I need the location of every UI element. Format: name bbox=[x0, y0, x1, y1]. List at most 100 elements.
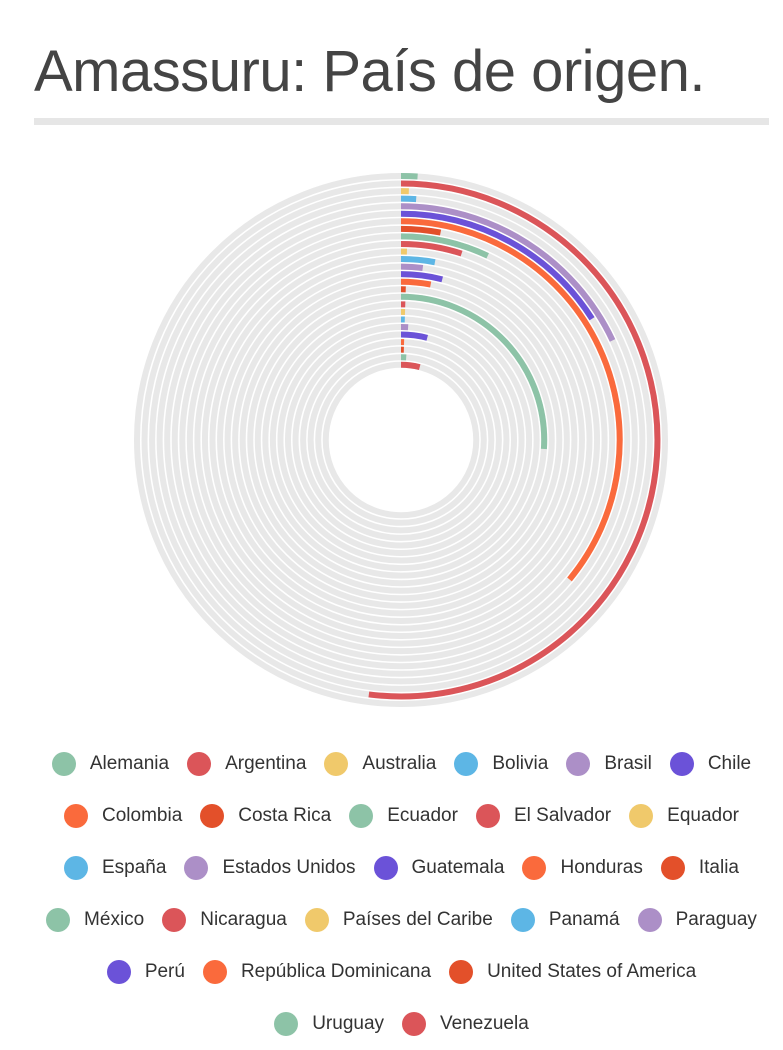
legend-label: United States of America bbox=[487, 961, 696, 983]
legend-swatch-icon bbox=[476, 804, 500, 828]
legend-swatch-icon bbox=[64, 804, 88, 828]
legend-item[interactable]: Países del Caribe bbox=[305, 908, 493, 932]
legend-item[interactable]: Venezuela bbox=[402, 1012, 529, 1036]
legend-swatch-icon bbox=[52, 752, 76, 776]
legend-label: España bbox=[102, 857, 166, 879]
legend-item[interactable]: United States of America bbox=[449, 960, 696, 984]
legend-item[interactable]: Australia bbox=[324, 752, 436, 776]
legend-label: Chile bbox=[708, 753, 751, 775]
legend-label: Colombia bbox=[102, 805, 182, 827]
legend-swatch-icon bbox=[305, 908, 329, 932]
bar-españa[interactable] bbox=[401, 259, 435, 262]
legend-swatch-icon bbox=[670, 752, 694, 776]
legend-item[interactable]: Bolivia bbox=[454, 752, 548, 776]
legend-label: Brasil bbox=[604, 753, 652, 775]
legend-row: Perú República Dominicana United States of… bbox=[20, 946, 783, 998]
legend-label: Bolivia bbox=[492, 753, 548, 775]
legend-row: Alemania Argentina Australia Bolivia Brasil C… bbox=[20, 738, 783, 790]
legend-label: México bbox=[84, 909, 144, 931]
legend-item[interactable]: Honduras bbox=[522, 856, 642, 880]
legend-item[interactable]: Guatemala bbox=[374, 856, 505, 880]
legend-label: Nicaragua bbox=[200, 909, 287, 931]
legend-label: Ecuador bbox=[387, 805, 458, 827]
legend-item[interactable]: El Salvador bbox=[476, 804, 611, 828]
track-ring bbox=[326, 365, 477, 516]
legend-swatch-icon bbox=[349, 804, 373, 828]
legend-item[interactable]: Argentina bbox=[187, 752, 306, 776]
legend-swatch-icon bbox=[200, 804, 224, 828]
bar-venezuela[interactable] bbox=[401, 365, 420, 367]
legend-row: Uruguay Venezuela bbox=[20, 998, 783, 1050]
bar-costa-rica[interactable] bbox=[401, 229, 441, 233]
legend-item[interactable]: Brasil bbox=[566, 752, 652, 776]
legend-label: Argentina bbox=[225, 753, 306, 775]
legend-item[interactable]: Alemania bbox=[52, 752, 169, 776]
legend-swatch-icon bbox=[184, 856, 208, 880]
legend-label: Italia bbox=[699, 857, 739, 879]
track-ring bbox=[311, 350, 492, 531]
chart-legend: Alemania Argentina Australia Bolivia Brasil C… bbox=[20, 738, 783, 1050]
legend-label: Uruguay bbox=[312, 1013, 384, 1035]
legend-row: España Estados Unidos Guatemala Honduras Ita… bbox=[20, 842, 783, 894]
legend-item[interactable]: Costa Rica bbox=[200, 804, 331, 828]
legend-item[interactable]: Nicaragua bbox=[162, 908, 287, 932]
legend-row: México Nicaragua Países del Caribe Panamá Pa… bbox=[20, 894, 783, 946]
radial-bar-chart bbox=[0, 160, 783, 720]
bar-perú[interactable] bbox=[401, 335, 427, 338]
legend-swatch-icon bbox=[511, 908, 535, 932]
bar-estados-unidos[interactable] bbox=[401, 267, 423, 268]
bar-guatemala[interactable] bbox=[401, 274, 442, 279]
legend-swatch-icon bbox=[203, 960, 227, 984]
legend-swatch-icon bbox=[661, 856, 685, 880]
legend-swatch-icon bbox=[522, 856, 546, 880]
legend-item[interactable]: Italia bbox=[661, 856, 739, 880]
legend-item[interactable]: Estados Unidos bbox=[184, 856, 355, 880]
legend-label: Costa Rica bbox=[238, 805, 331, 827]
legend-item[interactable]: México bbox=[46, 908, 144, 932]
legend-label: Panamá bbox=[549, 909, 620, 931]
legend-item[interactable]: Paraguay bbox=[638, 908, 757, 932]
title-divider bbox=[34, 118, 769, 125]
legend-item[interactable]: República Dominicana bbox=[203, 960, 431, 984]
legend-swatch-icon bbox=[629, 804, 653, 828]
legend-swatch-icon bbox=[107, 960, 131, 984]
legend-swatch-icon bbox=[402, 1012, 426, 1036]
legend-label: Alemania bbox=[90, 753, 169, 775]
legend-swatch-icon bbox=[274, 1012, 298, 1036]
legend-label: Perú bbox=[145, 961, 185, 983]
legend-swatch-icon bbox=[162, 908, 186, 932]
legend-item[interactable]: Uruguay bbox=[274, 1012, 384, 1036]
legend-swatch-icon bbox=[374, 856, 398, 880]
legend-label: Paraguay bbox=[676, 909, 757, 931]
bar-alemania[interactable] bbox=[401, 176, 418, 177]
legend-item[interactable]: España bbox=[64, 856, 166, 880]
track-ring bbox=[303, 342, 499, 538]
legend-item[interactable]: Perú bbox=[107, 960, 185, 984]
legend-swatch-icon bbox=[46, 908, 70, 932]
legend-swatch-icon bbox=[566, 752, 590, 776]
track-ring bbox=[235, 274, 567, 606]
legend-swatch-icon bbox=[449, 960, 473, 984]
track-ring bbox=[288, 327, 514, 553]
legend-item[interactable]: Equador bbox=[629, 804, 739, 828]
legend-label: Australia bbox=[362, 753, 436, 775]
page-title: Amassuru: País de origen. bbox=[34, 38, 705, 105]
track-ring bbox=[137, 176, 665, 704]
legend-swatch-icon bbox=[187, 752, 211, 776]
legend-row: Colombia Costa Rica Ecuador El Salvador Equa… bbox=[20, 790, 783, 842]
legend-label: Estados Unidos bbox=[222, 857, 355, 879]
legend-item[interactable]: Panamá bbox=[511, 908, 620, 932]
legend-label: Guatemala bbox=[412, 857, 505, 879]
legend-label: Países del Caribe bbox=[343, 909, 493, 931]
track-ring bbox=[160, 199, 643, 682]
legend-item[interactable]: Ecuador bbox=[349, 804, 458, 828]
legend-item[interactable]: Chile bbox=[670, 752, 751, 776]
track-ring bbox=[318, 357, 484, 523]
legend-swatch-icon bbox=[454, 752, 478, 776]
legend-item[interactable]: Colombia bbox=[64, 804, 182, 828]
bar-honduras[interactable] bbox=[401, 282, 431, 285]
legend-swatch-icon bbox=[64, 856, 88, 880]
legend-label: Honduras bbox=[560, 857, 642, 879]
track-ring bbox=[213, 252, 590, 629]
legend-label: El Salvador bbox=[514, 805, 611, 827]
